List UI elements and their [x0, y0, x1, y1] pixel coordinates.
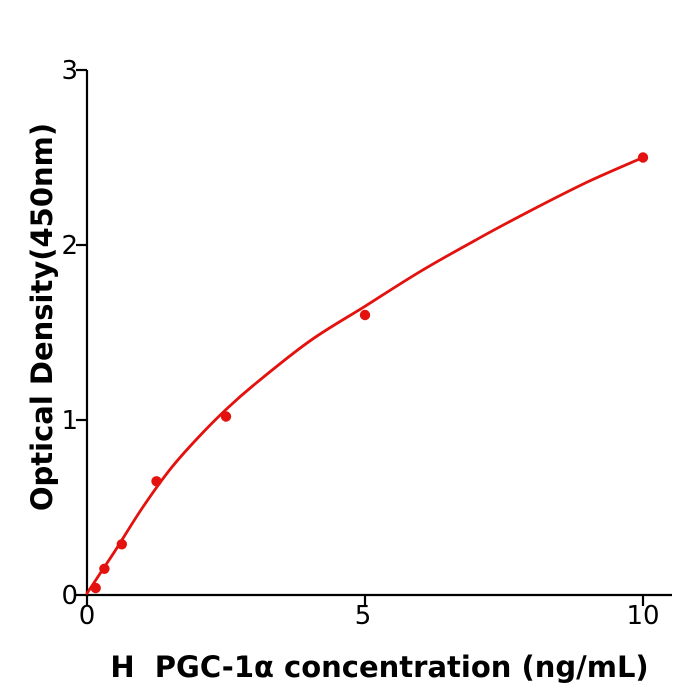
data-point — [99, 563, 110, 574]
data-point — [220, 411, 232, 422]
y-tick-label-2: 2 — [61, 231, 78, 261]
y-tick-label-3: 3 — [61, 56, 78, 86]
fitted-curve — [85, 156, 645, 595]
y-tick-label-0: 0 — [61, 581, 78, 611]
data-point — [151, 476, 162, 487]
x-tick-label-0: 0 — [78, 601, 96, 631]
data-point — [90, 582, 101, 594]
y-tick-label-1: 1 — [61, 406, 78, 436]
x-tick-label-5: 5 — [354, 601, 372, 631]
x-tick-label-10: 10 — [626, 601, 660, 631]
x-axis-title: H PGC-1α concentration (ng/mL) — [110, 650, 649, 684]
data-point — [359, 309, 371, 321]
data-point — [116, 539, 128, 550]
y-axis-title: Optical Density(450nm) — [25, 122, 59, 512]
data-point — [637, 152, 649, 163]
